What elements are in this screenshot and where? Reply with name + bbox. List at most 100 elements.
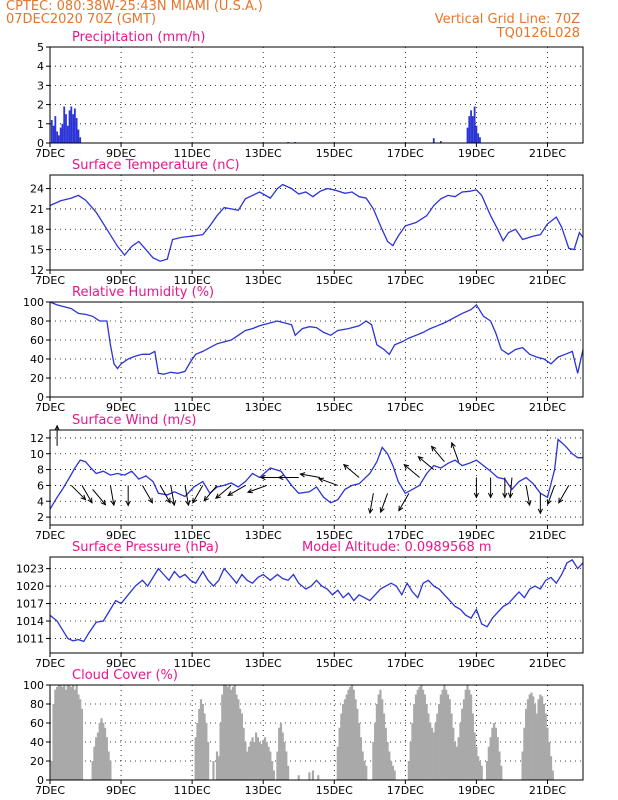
cloud-bar xyxy=(381,699,384,780)
cloud-bar xyxy=(445,689,448,780)
cloud-bar xyxy=(498,751,501,780)
precip-title: Precipitation (mm/h) xyxy=(72,30,205,45)
wind-arrow xyxy=(246,484,267,494)
cloud-bar xyxy=(279,723,283,780)
y-tick-label: 1011 xyxy=(16,632,44,645)
cloud-bar xyxy=(393,770,396,780)
y-tick-label: 100 xyxy=(23,679,44,692)
y-tick-label: 3 xyxy=(37,79,44,92)
wind-arrow-shaft xyxy=(184,485,189,506)
panel-frame xyxy=(49,429,584,526)
wind-arrow-head xyxy=(259,474,266,481)
cloud-title: Cloud Cover (%) xyxy=(72,668,178,683)
precip-panel: 0 1 2 3 4 5 7DEC 9DEC 11DEC 13DEC 15DEC 17DEC 19DEC 2… xyxy=(35,30,584,160)
wind-arrow-shaft xyxy=(318,478,338,486)
wind-arrow xyxy=(417,455,435,470)
wind-arrow-shaft xyxy=(431,446,445,462)
wind-arrow xyxy=(141,485,153,504)
panel-frame xyxy=(49,301,584,398)
header-grid-line: Vertical Grid Line: 70Z xyxy=(434,12,580,27)
cloud-bar xyxy=(471,713,474,780)
cloud-bar xyxy=(217,756,220,780)
cloud-bar xyxy=(244,742,247,780)
cloud-bar xyxy=(237,699,240,780)
wind-arrow-head xyxy=(430,445,437,452)
x-tick-label: 19DEC xyxy=(458,784,495,797)
x-tick-label: 13DEC xyxy=(245,529,282,542)
cloud-bar xyxy=(477,756,480,780)
cloud-bar xyxy=(430,727,434,780)
wind-arrow-shaft xyxy=(192,485,204,503)
cloud-bar xyxy=(382,713,386,780)
wind-arrow xyxy=(277,474,299,481)
x-tick-label: 9DEC xyxy=(106,657,136,670)
wind-arrow-shaft xyxy=(300,473,321,478)
x-tick-label: 7DEC xyxy=(35,784,65,797)
cloud-bar xyxy=(260,743,263,780)
cloud-bar xyxy=(73,689,76,780)
cloud-bar xyxy=(93,746,96,780)
cloud-bar xyxy=(384,727,387,780)
wind-arrow-head xyxy=(203,495,209,502)
wind-arrow-head xyxy=(450,441,456,448)
y-tick-label: 40 xyxy=(30,353,44,366)
y-tick-label: 18 xyxy=(30,223,44,236)
wind-arrow-shaft xyxy=(558,485,570,503)
x-tick-label: 21DEC xyxy=(529,147,566,160)
cloud-bar xyxy=(542,704,546,780)
cloud-bar xyxy=(391,765,394,780)
cloud-bar xyxy=(103,727,107,780)
cloud-bar xyxy=(61,686,64,780)
y-tick-label: 12 xyxy=(30,264,44,277)
x-tick-label: 15DEC xyxy=(316,784,353,797)
cloud-bar xyxy=(535,713,538,780)
cloud-bar xyxy=(308,772,311,780)
cloud-bar xyxy=(254,732,258,780)
wind-arrow-head xyxy=(246,488,253,494)
cloud-bar xyxy=(549,756,553,780)
x-tick-label: 11DEC xyxy=(174,657,211,670)
x-tick-label: 7DEC xyxy=(35,401,65,414)
cloud-bar xyxy=(443,685,446,780)
wind-arrow-head xyxy=(227,491,234,496)
cloud-bar xyxy=(537,699,540,780)
wind-arrow-head xyxy=(299,472,306,478)
cloud-bar xyxy=(551,770,554,780)
cloud-bar xyxy=(526,699,530,780)
cloud-bar xyxy=(342,704,345,780)
y-tick-label: 1023 xyxy=(16,563,44,576)
header-date: 07DEC2020 70Z (GMT) xyxy=(6,12,157,27)
precip-bar xyxy=(72,114,74,143)
cloud-bar xyxy=(258,742,261,780)
cloud-bar xyxy=(375,704,379,780)
cloud-bar xyxy=(372,742,375,780)
cloud-bar xyxy=(98,723,101,780)
y-tick-label: 20 xyxy=(30,755,44,768)
y-tick-label: 21 xyxy=(30,203,44,216)
cloud-bar xyxy=(466,685,469,780)
wind-arrow-head xyxy=(125,500,131,507)
wind-arrow-head xyxy=(473,492,480,499)
x-tick-label: 17DEC xyxy=(387,657,424,670)
wind-arrow-shaft xyxy=(141,485,153,503)
x-tick-label: 17DEC xyxy=(387,274,424,287)
cloud-bar xyxy=(413,704,416,780)
y-tick-label: 2 xyxy=(37,511,44,524)
cloud-bar xyxy=(338,727,341,780)
cloud-bar xyxy=(423,694,426,780)
cloud-bar xyxy=(432,732,435,780)
cloud-bar xyxy=(77,694,80,780)
wind-arrow xyxy=(70,485,87,501)
precip-bar xyxy=(50,119,53,143)
wind-arrow-head xyxy=(403,463,410,470)
wind-arrow-shaft xyxy=(81,485,93,503)
wind-arrow-shaft xyxy=(170,485,175,506)
precip-bar xyxy=(477,133,480,143)
cloud-bar xyxy=(226,686,229,780)
cloud-bar xyxy=(386,742,389,780)
cloud-bar xyxy=(480,765,483,780)
cloud-bar xyxy=(345,694,348,780)
wind-arrow-shaft xyxy=(380,493,389,513)
cloud-bar xyxy=(525,708,528,780)
pres-line xyxy=(49,559,584,643)
